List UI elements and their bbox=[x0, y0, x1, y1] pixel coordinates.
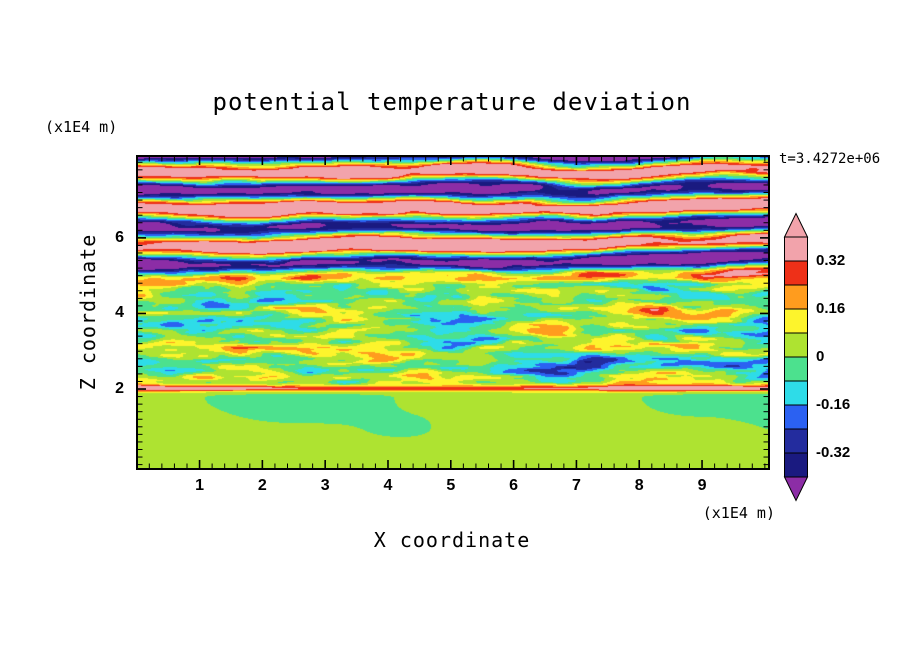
chart-title: potential temperature deviation bbox=[212, 88, 692, 116]
y-tick-label: 2 bbox=[115, 380, 124, 398]
colorbar-tick-label: 0.32 bbox=[816, 252, 846, 269]
colorbar-tick-label: 0 bbox=[816, 348, 825, 365]
plot-area bbox=[136, 155, 770, 470]
x-tick-label: 2 bbox=[257, 477, 267, 494]
x-tick-label: 1 bbox=[195, 477, 204, 494]
x-axis-label: X coordinate bbox=[373, 528, 531, 552]
x-axis-unit-label: (x1E4 m) bbox=[702, 504, 775, 522]
colorbar-tick-label: 0.16 bbox=[816, 300, 846, 317]
y-axis-unit-label: (x1E4 m) bbox=[45, 118, 118, 136]
x-tick-label: 6 bbox=[509, 477, 519, 494]
y-tick-label: 6 bbox=[115, 228, 124, 246]
colorbar bbox=[783, 212, 809, 502]
heatmap-canvas bbox=[138, 157, 768, 468]
x-tick-label: 9 bbox=[697, 477, 707, 494]
x-tick-label: 4 bbox=[383, 477, 393, 494]
colorbar-tick-label: -0.16 bbox=[816, 396, 851, 413]
x-tick-label: 3 bbox=[320, 477, 330, 494]
colorbar-tick-label: -0.32 bbox=[816, 444, 851, 461]
y-tick-label: 4 bbox=[115, 304, 124, 322]
x-tick-label: 8 bbox=[634, 477, 644, 494]
time-annotation: t=3.4272e+06 bbox=[779, 151, 881, 167]
x-tick-label: 7 bbox=[571, 477, 581, 494]
x-tick-label: 5 bbox=[446, 477, 456, 494]
